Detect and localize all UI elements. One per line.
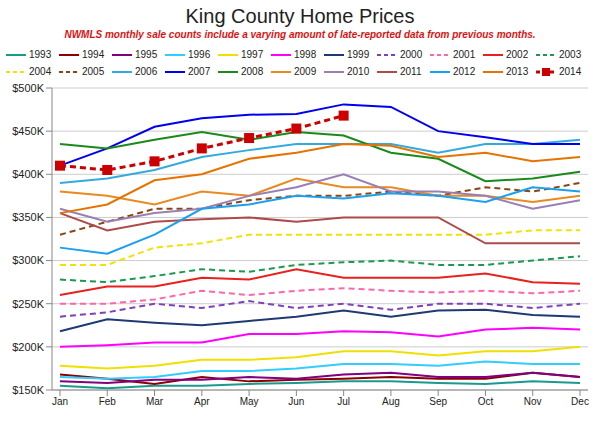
svg-text:$250K: $250K	[12, 298, 44, 310]
html-text:King County Home Prices: King County Home Prices	[185, 5, 415, 27]
html-text:1997: 1997	[241, 49, 264, 60]
svg-text:$350K: $350K	[12, 211, 44, 223]
svg-text:$200K: $200K	[12, 341, 44, 353]
svg-text:Apr: Apr	[194, 396, 210, 407]
svg-text:Dec: Dec	[571, 396, 589, 407]
html-text:2005: 2005	[82, 66, 105, 77]
html-text:2006: 2006	[135, 66, 158, 77]
html-text:1999: 1999	[347, 49, 370, 60]
html-text:2008: 2008	[241, 66, 264, 77]
html-text:1993: 1993	[29, 49, 52, 60]
html-text:2011: 2011	[400, 66, 422, 77]
svg-text:$300K: $300K	[12, 254, 44, 266]
html-text:2014: 2014	[559, 66, 582, 77]
svg-text:$400K: $400K	[12, 168, 44, 180]
svg-text:Mar: Mar	[146, 396, 164, 407]
svg-text:$450K: $450K	[12, 125, 44, 137]
svg-text:Jun: Jun	[288, 396, 304, 407]
html-text:2013: 2013	[506, 66, 529, 77]
html-text:2000: 2000	[400, 49, 423, 60]
svg-text:Nov: Nov	[524, 396, 542, 407]
svg-text:Oct: Oct	[478, 396, 494, 407]
svg-text:Aug: Aug	[382, 396, 400, 407]
html-text:2002: 2002	[506, 49, 529, 60]
html-text:2012: 2012	[453, 66, 476, 77]
html-text:NWMLS monthly sale counts incl: NWMLS monthly sale counts include a vary…	[64, 29, 536, 40]
svg-text:May: May	[240, 396, 259, 407]
svg-text:Feb: Feb	[99, 396, 117, 407]
html-text:1996: 1996	[188, 49, 211, 60]
html-text:2009: 2009	[294, 66, 317, 77]
html-text:1995: 1995	[135, 49, 158, 60]
html-text:2007: 2007	[188, 66, 211, 77]
html-text:2004: 2004	[29, 66, 52, 77]
svg-text:$150K: $150K	[12, 384, 44, 396]
svg-text:Jul: Jul	[337, 396, 350, 407]
html-text:1998: 1998	[294, 49, 317, 60]
svg-text:Sep: Sep	[429, 396, 447, 407]
html-text:2003: 2003	[559, 49, 582, 60]
html-text:1994: 1994	[82, 49, 105, 60]
svg-text:Jan: Jan	[52, 396, 68, 407]
html-text:2001: 2001	[453, 49, 476, 60]
svg-text:$500K: $500K	[12, 82, 44, 94]
html-text:2010: 2010	[347, 66, 370, 77]
